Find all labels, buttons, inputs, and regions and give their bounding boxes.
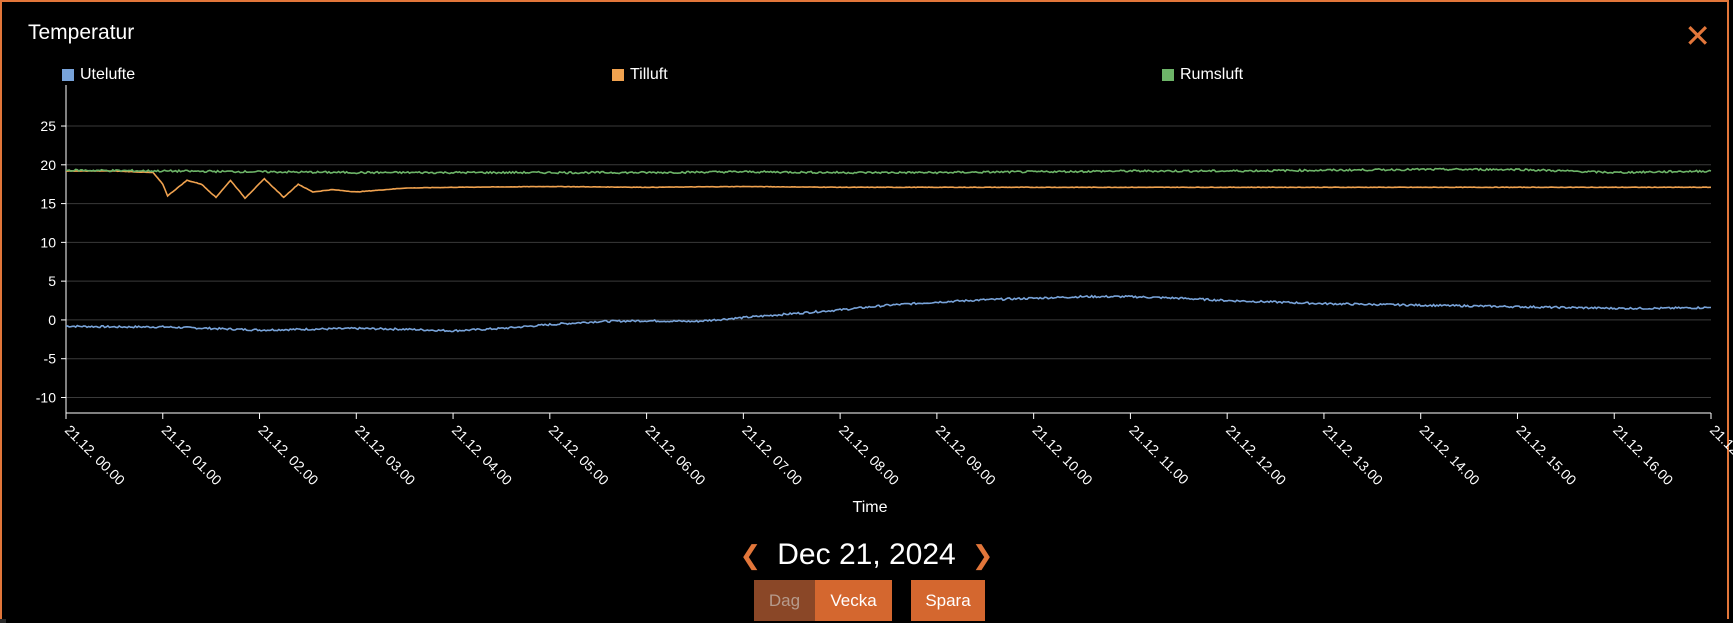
legend-item-utelufte[interactable]: Utelufte [62, 65, 135, 85]
y-tick-label: 15 [40, 196, 56, 212]
chevron-right-icon[interactable]: ❯ [971, 540, 994, 570]
x-tick-label: 21.12. 04.00 [449, 422, 516, 489]
legend-swatch-utelufte [62, 69, 74, 81]
x-tick-label: 21.12. 08.00 [836, 422, 903, 489]
legend-label-tilluft: Tilluft [630, 66, 668, 83]
chevron-left-icon[interactable]: ❮ [739, 540, 762, 570]
vecka-button[interactable]: Vecka [815, 580, 892, 621]
temperature-chart: -10 -5 0 5 10 15 20 25 21.12. 00.00 21.12. 01.00 2… [36, 85, 1733, 516]
dag-button[interactable]: Dag [754, 580, 815, 621]
x-tick-label: 21.12. 09.00 [933, 422, 1000, 489]
dialog-title: Temperatur [28, 21, 135, 44]
x-tick-label: 21.12. 07.00 [739, 422, 806, 489]
close-icon[interactable]: ✕ [1684, 18, 1711, 54]
x-tick-label: 21.12. 00.00 [62, 422, 129, 489]
y-tick-label: 5 [48, 273, 56, 289]
legend-label-rumsluft: Rumsluft [1180, 66, 1244, 83]
x-tick-label: 21.12. 16.00 [1610, 422, 1677, 489]
x-tick-label: 21.12. 12.00 [1223, 422, 1290, 489]
date-navigation: ❮ Dec 21, 2024 ❯ [0, 535, 1733, 575]
x-tick-label: 21.12. 11.00 [1126, 422, 1192, 488]
x-tick-label: 21.12. 17.00 [1707, 422, 1733, 489]
x-tick-label: 21.12. 05.00 [546, 422, 613, 489]
series-line-utelufte [65, 294, 1711, 333]
y-tick-label: 10 [40, 234, 56, 250]
x-tick-label: 21.12. 13.00 [1320, 422, 1387, 489]
legend-swatch-tilluft [612, 69, 624, 81]
date-label: Dec 21, 2024 [777, 538, 956, 571]
series-line-tilluft [65, 169, 1711, 200]
legend-item-rumsluft[interactable]: Rumsluft [1162, 65, 1243, 85]
y-tick-label: 25 [40, 118, 56, 134]
x-tick-label: 21.12. 01.00 [159, 422, 226, 489]
x-axis-label: Time [853, 499, 888, 516]
x-tick-label: 21.12. 06.00 [642, 422, 709, 489]
x-tick-label: 21.12. 03.00 [352, 422, 419, 489]
spara-button[interactable]: Spara [911, 580, 985, 621]
legend-label-utelufte: Utelufte [80, 66, 136, 83]
series-line-rumsluft [65, 167, 1712, 175]
y-tick-label: -10 [36, 389, 56, 405]
x-tick-label: 21.12. 10.00 [1030, 422, 1097, 489]
y-tick-label: 20 [40, 157, 56, 173]
y-tick-label: 0 [48, 312, 56, 328]
x-tick-label: 21.12. 15.00 [1513, 422, 1580, 489]
legend-item-tilluft[interactable]: Tilluft [612, 65, 668, 85]
x-tick-label: 21.12. 14.00 [1417, 422, 1484, 489]
y-tick-label: -5 [44, 351, 57, 367]
legend-swatch-rumsluft [1162, 69, 1174, 81]
x-tick-label: 21.12. 02.00 [255, 422, 322, 489]
